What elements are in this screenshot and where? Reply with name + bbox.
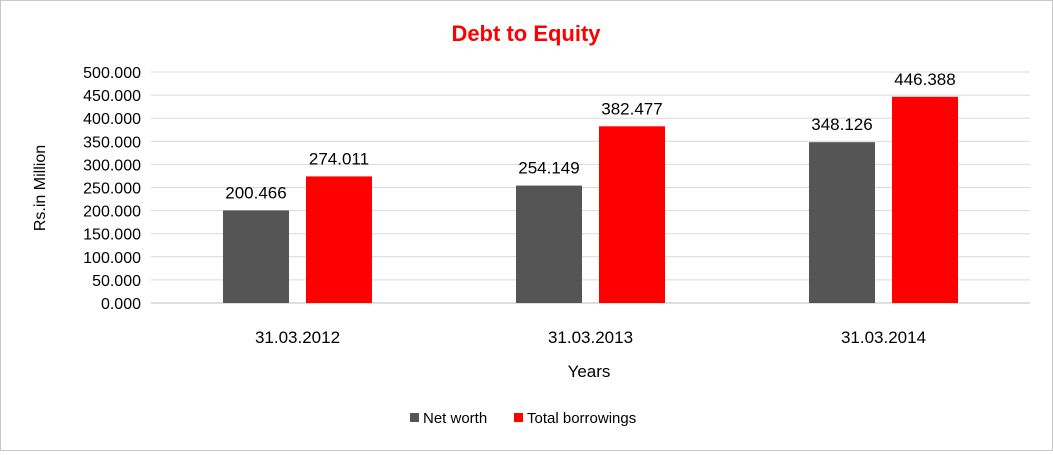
bar-total-borrowings <box>306 176 372 303</box>
bar-net-worth <box>223 210 289 303</box>
legend-swatch <box>410 413 419 422</box>
legend-swatch <box>514 413 523 422</box>
y-tick-label: 150.000 <box>83 227 141 244</box>
x-tick-label: 31.03.2013 <box>548 328 633 347</box>
y-tick-label: 300.000 <box>83 157 141 174</box>
bars <box>223 96 958 304</box>
y-tick-label: 200.000 <box>83 204 141 221</box>
data-label: 382.477 <box>601 99 662 118</box>
data-label: 200.466 <box>225 183 286 202</box>
y-tick-label: 250.000 <box>83 181 141 198</box>
data-label: 348.126 <box>811 115 872 134</box>
y-tick-label: 0.000 <box>101 296 141 313</box>
y-tick-label: 500.000 <box>83 65 141 82</box>
y-tick-label: 100.000 <box>83 250 141 267</box>
legend-label: Total borrowings <box>527 410 636 427</box>
x-axis-ticks: 31.03.2012 31.03.2013 31.03.2014 <box>255 328 926 347</box>
x-tick-label: 31.03.2014 <box>841 328 926 347</box>
y-tick-label: 350.000 <box>83 134 141 151</box>
gridlines <box>151 71 1030 304</box>
bar-net-worth <box>809 142 875 303</box>
y-axis-label: Rs.in Million <box>32 145 49 231</box>
bar-net-worth <box>516 185 582 303</box>
legend: Net worth Total borrowings <box>410 410 636 427</box>
y-tick-label: 400.000 <box>83 111 141 128</box>
data-label: 446.388 <box>894 70 955 89</box>
data-labels: 200.466 274.011 254.149 382.477 348.126 446.3… <box>225 70 955 203</box>
bar-total-borrowings <box>599 126 665 303</box>
x-tick-label: 31.03.2012 <box>255 328 340 347</box>
legend-label: Net worth <box>423 410 487 427</box>
bar-total-borrowings <box>892 96 958 304</box>
chart-title: Debt to Equity <box>451 21 601 46</box>
y-tick-label: 450.000 <box>83 88 141 105</box>
data-label: 254.149 <box>518 159 579 178</box>
y-axis-ticks: 0.000 50.000 100.000 150.000 200.000 250.000 3… <box>83 65 141 313</box>
data-label: 274.011 <box>309 149 369 168</box>
y-tick-label: 50.000 <box>92 273 141 290</box>
x-axis-label: Years <box>568 362 611 381</box>
